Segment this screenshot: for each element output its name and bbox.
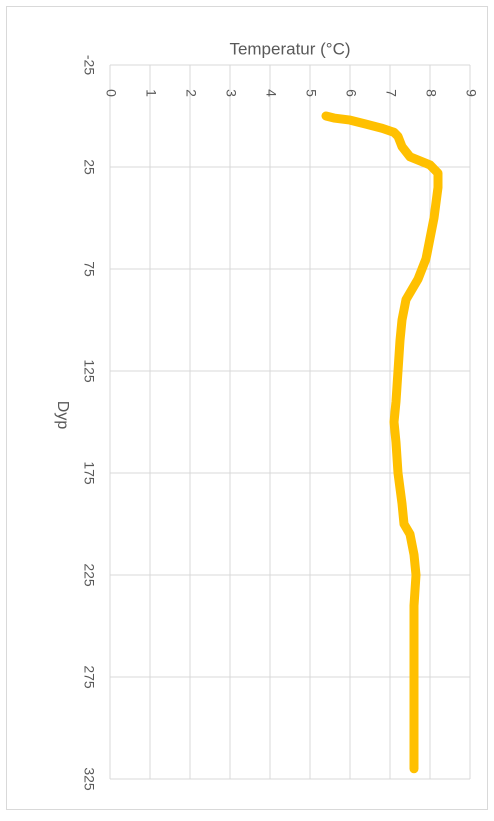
depth-tick-label: 175: [81, 461, 97, 485]
depth-axis-label: Dyp: [54, 401, 71, 430]
temperature-tick-label: 0: [103, 89, 119, 97]
depth-tick-label: 225: [81, 563, 97, 587]
temperature-tick-label: 6: [343, 89, 359, 97]
temperature-tick-label: 8: [423, 89, 439, 97]
temperature-tick-label: 4: [263, 89, 279, 97]
depth-tick-label: 275: [81, 665, 97, 689]
temperature-tick-label: 9: [463, 89, 479, 97]
temperature-tick-label: 3: [223, 89, 239, 97]
temperature-tick-label: 1: [143, 89, 159, 97]
temperature-tick-label: 2: [183, 89, 199, 97]
depth-tick-label: -25: [81, 55, 97, 75]
temperature-line: [321, 111, 443, 774]
depth-tick-label: 325: [81, 767, 97, 791]
depth-tick-label: 125: [81, 359, 97, 383]
chart-title: Temperatur (°C): [229, 39, 350, 58]
temperature-tick-label: 5: [303, 89, 319, 97]
depth-tick-label: 75: [81, 261, 97, 277]
chart-border: [6, 6, 488, 810]
depth-tick-label: 25: [81, 159, 97, 175]
temperature-tick-label: 7: [383, 89, 399, 97]
